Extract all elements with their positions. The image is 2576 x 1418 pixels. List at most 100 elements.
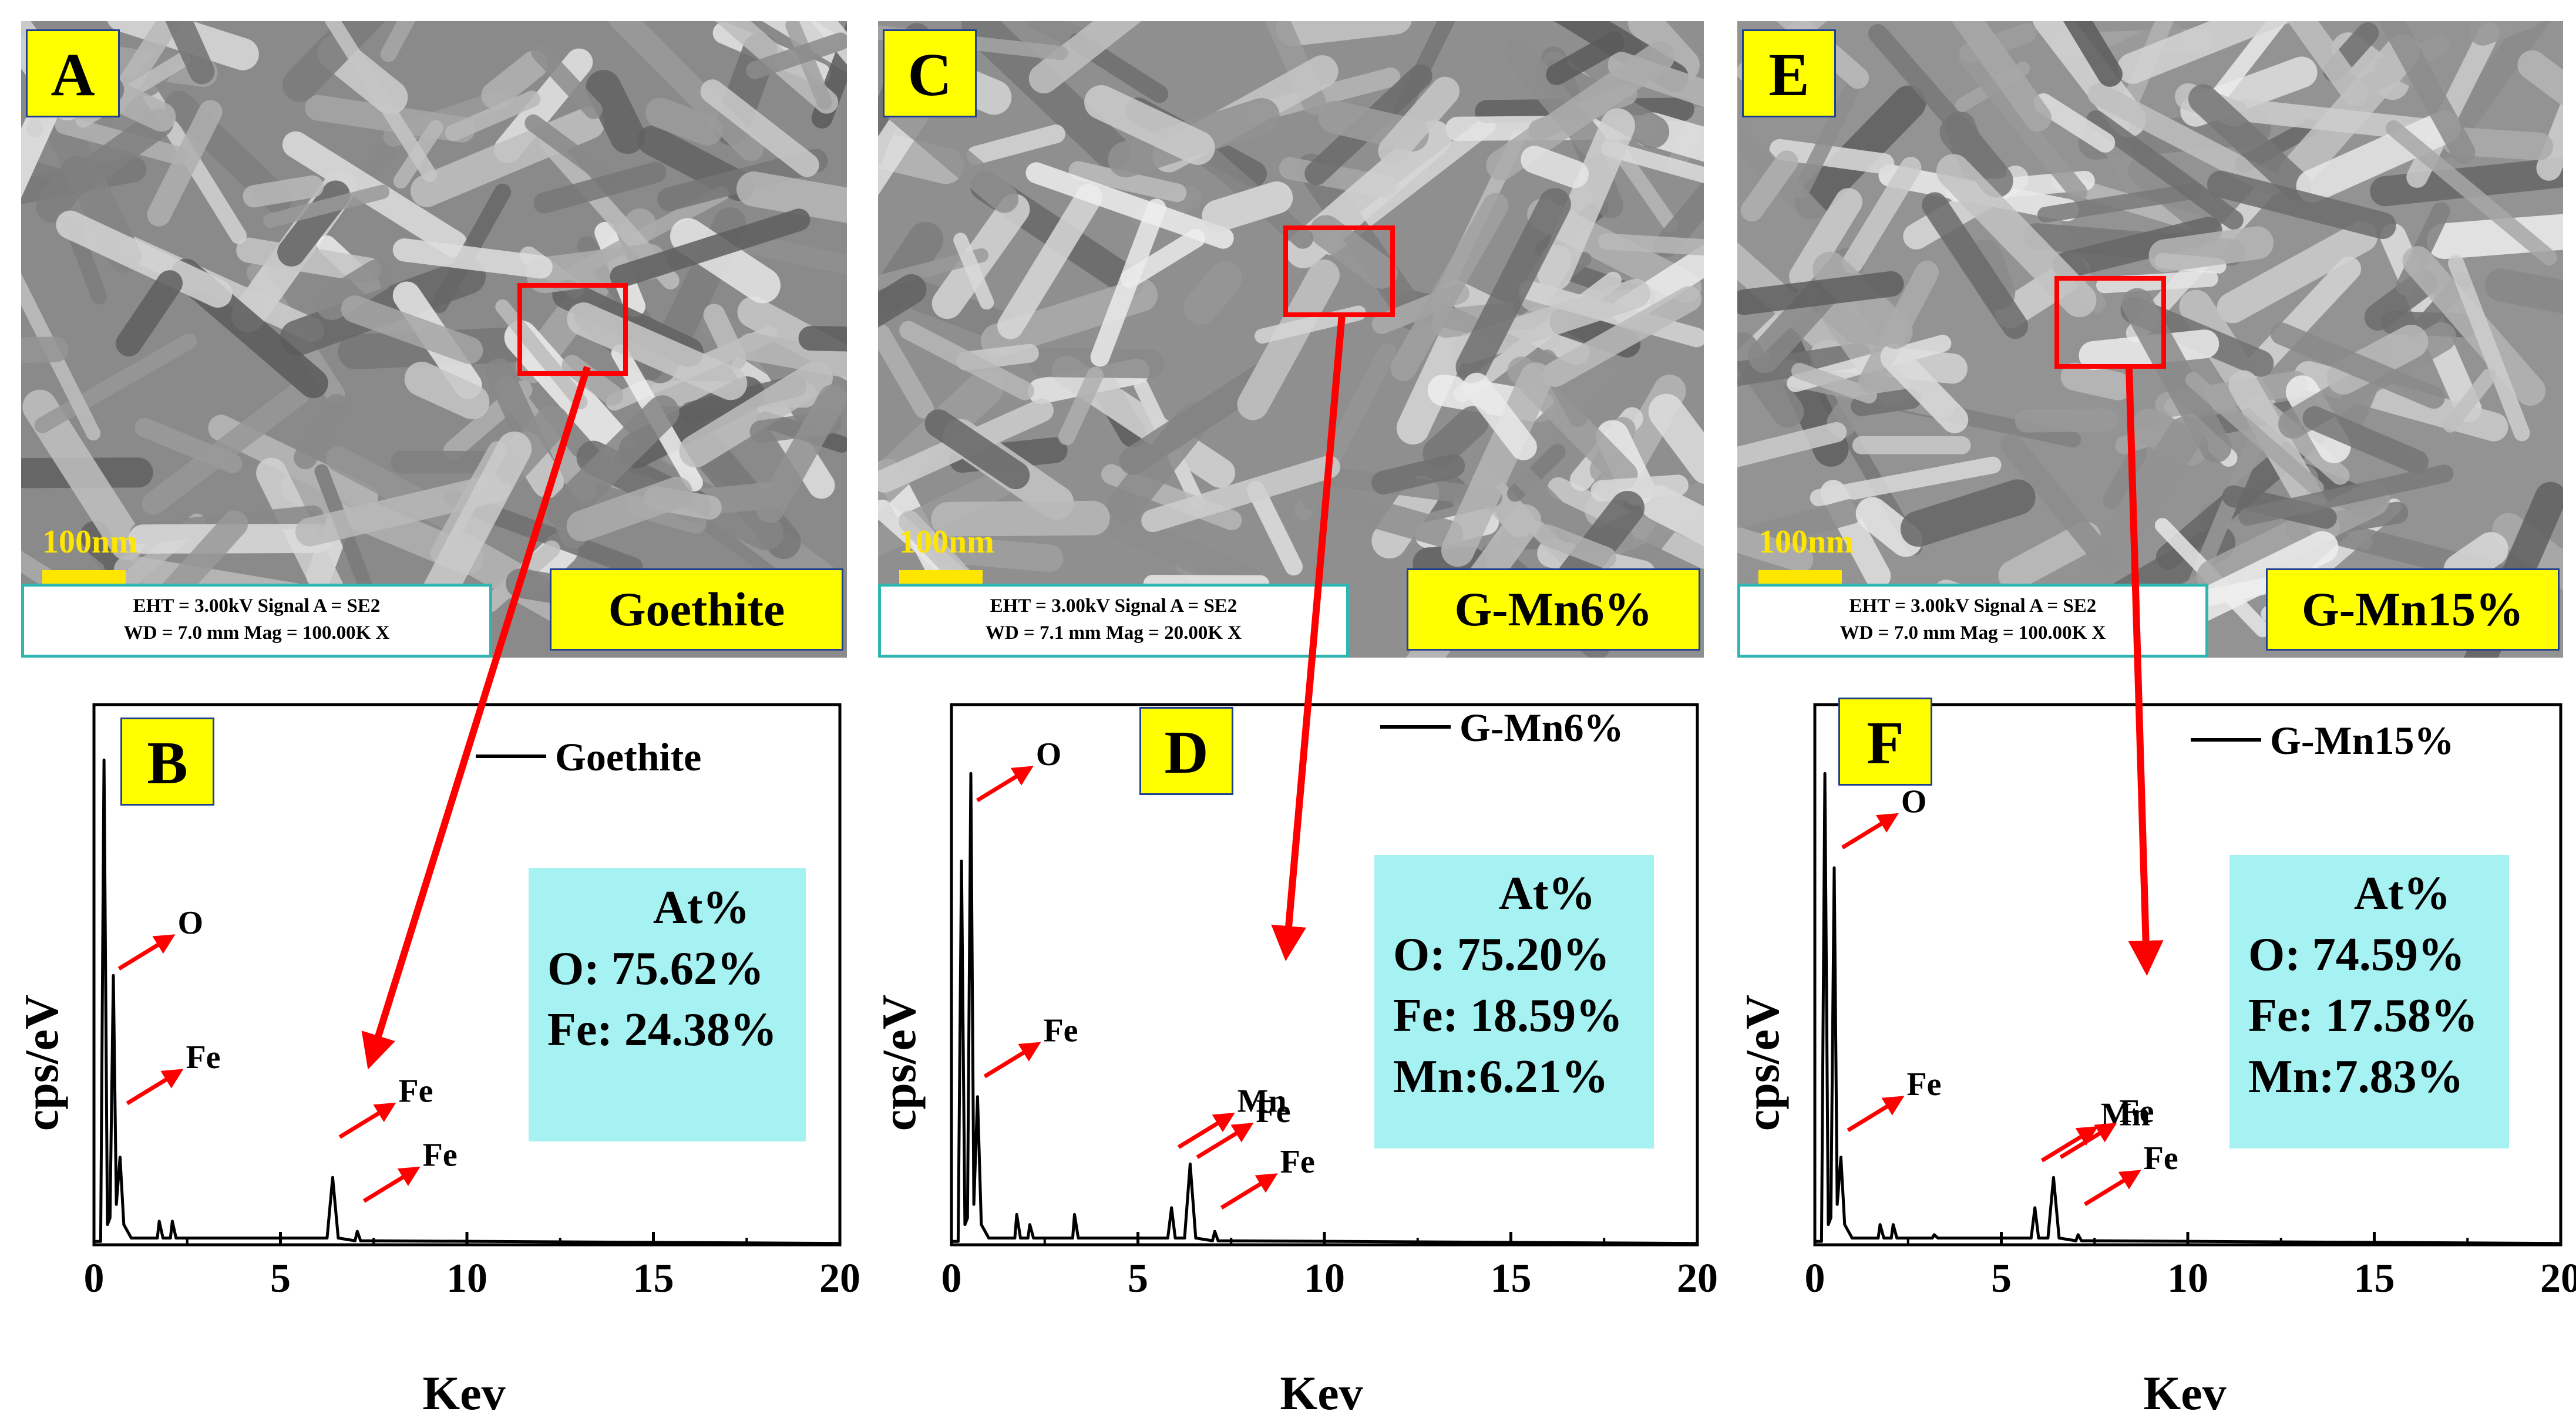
sem-particle — [1371, 454, 1465, 495]
sem-particle — [1598, 233, 1704, 258]
x-tick-label: 20 — [2540, 1256, 2576, 1301]
sem-particle — [878, 248, 989, 300]
sem-particle — [1793, 76, 1862, 199]
sem-particle — [2217, 221, 2378, 324]
sample-name-box: G-Mn6% — [1407, 568, 1700, 651]
sem-particle — [586, 70, 645, 154]
x-tick-label: 15 — [633, 1256, 674, 1301]
y-axis-label: cps/eV — [872, 995, 926, 1131]
sem-particle — [746, 32, 847, 79]
spectrum-line — [94, 758, 840, 1245]
x-tick-label: 5 — [270, 1256, 291, 1301]
peak-arrow — [1220, 1173, 1278, 1210]
peak-label: Fe — [2119, 1093, 2154, 1130]
peak-label: Fe — [186, 1039, 220, 1076]
sem-particle — [1310, 215, 1398, 289]
sem-particle — [2432, 21, 2554, 159]
panel-label-c: C — [883, 29, 977, 117]
sem-particle — [1084, 85, 1215, 165]
sem-particle — [1958, 48, 2088, 202]
atomic-percent-box: At% O: 75.62% Fe: 24.38% — [529, 868, 806, 1141]
sem-particle — [785, 21, 832, 110]
selected-region-box — [2054, 276, 2166, 369]
sem-particle — [2207, 170, 2396, 240]
sem-particle — [1542, 286, 1702, 387]
sem-texture-c — [878, 21, 1704, 658]
sem-particle — [2037, 183, 2202, 223]
y-axis-label: cps/eV — [15, 995, 68, 1131]
sem-particle — [2469, 21, 2543, 46]
sem-info-line-1: EHT = 3.00kV Signal A = SE2 — [1849, 595, 2097, 617]
sem-particle — [1455, 188, 1571, 383]
sem-particle — [236, 237, 381, 283]
eds-panel-f: 0 5 10 15 20 O Fe Mn Fe Fe cps/eV Kev G-Mn15% F A… — [1721, 681, 2576, 1418]
sem-particle — [2448, 255, 2530, 442]
sem-particle — [1068, 161, 1187, 203]
sem-image-e: E 100nm EHT = 3.00kV Signal A = SE2 WD =… — [1737, 21, 2563, 658]
sem-particle — [21, 447, 105, 577]
sem-particle — [966, 124, 1065, 165]
x-tick-label: 10 — [1304, 1256, 1345, 1301]
sem-image-a: A 100nm EHT = 3.00kV Signal A = SE2 WD =… — [21, 21, 847, 658]
sem-info-line-1: EHT = 3.00kV Signal A = SE2 — [990, 595, 1237, 617]
sem-particle — [134, 417, 243, 474]
x-axis-label: Kev — [1280, 1366, 1363, 1418]
x-tick-label: 5 — [1991, 1256, 2012, 1301]
panel-label-f: F — [1838, 698, 1932, 786]
sem-info-line-2: WD = 7.1 mm Mag = 20.00K X — [985, 622, 1242, 644]
sem-info-box: EHT = 3.00kV Signal A = SE2 WD = 7.0 mm … — [1737, 584, 2208, 658]
sem-particle — [1791, 362, 1877, 404]
sem-particle — [1737, 527, 1814, 572]
sem-particle — [1900, 479, 2036, 547]
sem-particle — [1463, 372, 1537, 460]
sem-particle — [531, 43, 603, 119]
peak-label: Fe — [2144, 1140, 2178, 1177]
x-tick-label: 5 — [1128, 1256, 1148, 1301]
peak-label: Fe — [1280, 1144, 1315, 1180]
sem-particle — [315, 259, 394, 321]
sem-particle — [147, 100, 223, 227]
sem-particle — [21, 336, 69, 363]
sem-particle — [1058, 366, 1104, 446]
sem-particle — [1025, 162, 1234, 249]
atomic-percent-box: At% O: 74.59% Fe: 17.58% Mn:7.83% — [2229, 855, 2509, 1148]
sem-particle — [2117, 21, 2307, 84]
sem-particle — [2443, 368, 2497, 433]
sem-particle — [1120, 229, 1206, 288]
peak-arrow — [1177, 1113, 1235, 1149]
sem-particle — [1441, 362, 1553, 567]
panel-label-a: A — [26, 29, 120, 117]
sem-particle — [878, 274, 927, 346]
sem-particle — [1119, 363, 1275, 475]
sem-particle — [1855, 497, 1922, 557]
sem-particle — [380, 21, 432, 62]
x-tick-label: 0 — [84, 1256, 105, 1301]
sem-particle — [1922, 192, 2029, 339]
x-tick-label: 15 — [1491, 1256, 1532, 1301]
sem-particle — [670, 218, 781, 304]
sem-particle — [924, 409, 1030, 490]
sem-particle — [1648, 393, 1704, 484]
sem-particle — [2148, 226, 2274, 272]
eds-panel-d: 0 5 10 15 20 O Fe Mn Fe Fe cps/eV Kev G-Mn6% D At… — [857, 681, 1718, 1418]
sem-texture-e — [1737, 21, 2563, 658]
sem-info-box: EHT = 3.00kV Signal A = SE2 WD = 7.0 mm … — [21, 584, 492, 658]
atomic-percent-line: Fe: 17.58% — [2248, 990, 2479, 1042]
sem-particle — [931, 535, 1064, 572]
x-axis-label: Kev — [422, 1366, 505, 1418]
peak-arrow — [126, 1069, 184, 1106]
sem-particle — [567, 302, 748, 400]
sem-particle — [1640, 485, 1704, 549]
sem-particle — [700, 79, 819, 177]
sem-particle — [1422, 406, 1489, 469]
sem-particle — [2053, 217, 2222, 279]
sem-particle — [2484, 268, 2563, 317]
panel-label-b: B — [120, 718, 214, 806]
scale-bar-label: 100nm — [899, 524, 994, 560]
atomic-percent-line: Mn:6.21% — [1393, 1051, 1609, 1103]
sem-particle — [2241, 21, 2368, 107]
sem-particle — [2296, 110, 2461, 203]
sem-particle — [1028, 21, 1188, 94]
